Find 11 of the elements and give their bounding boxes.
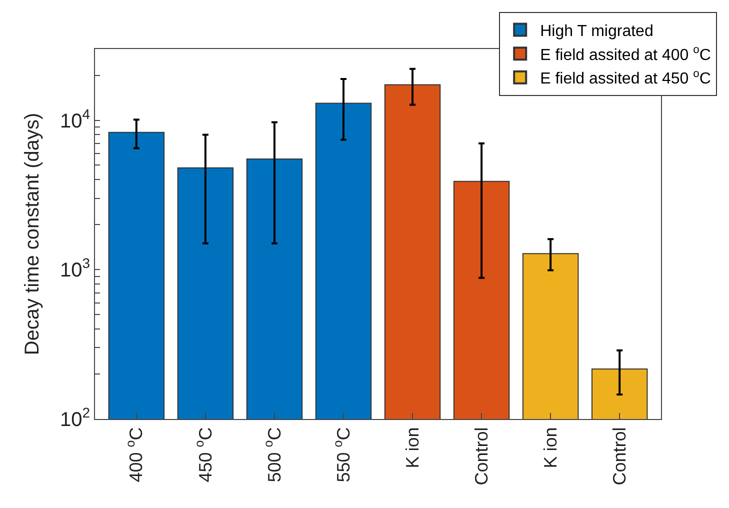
x-tick-label: K ion (540, 427, 560, 468)
legend-label: E field assited at 450 $^{o}$C (540, 68, 711, 88)
y-axis-title: Decay time constant (days) (21, 112, 44, 356)
y-tick-label: 10$^{2}$ (60, 404, 90, 431)
x-tick-label: K ion (402, 427, 422, 468)
y-tick-label: 10$^{4}$ (60, 106, 90, 132)
x-tick-label: Control (609, 427, 630, 486)
y-tick-label: 10$^{3}$ (60, 255, 90, 282)
legend-label: E field assited at 400 $^{o}$C (540, 44, 711, 64)
x-tick-label: Control (471, 427, 492, 486)
legend-label: High T migrated (540, 23, 654, 40)
